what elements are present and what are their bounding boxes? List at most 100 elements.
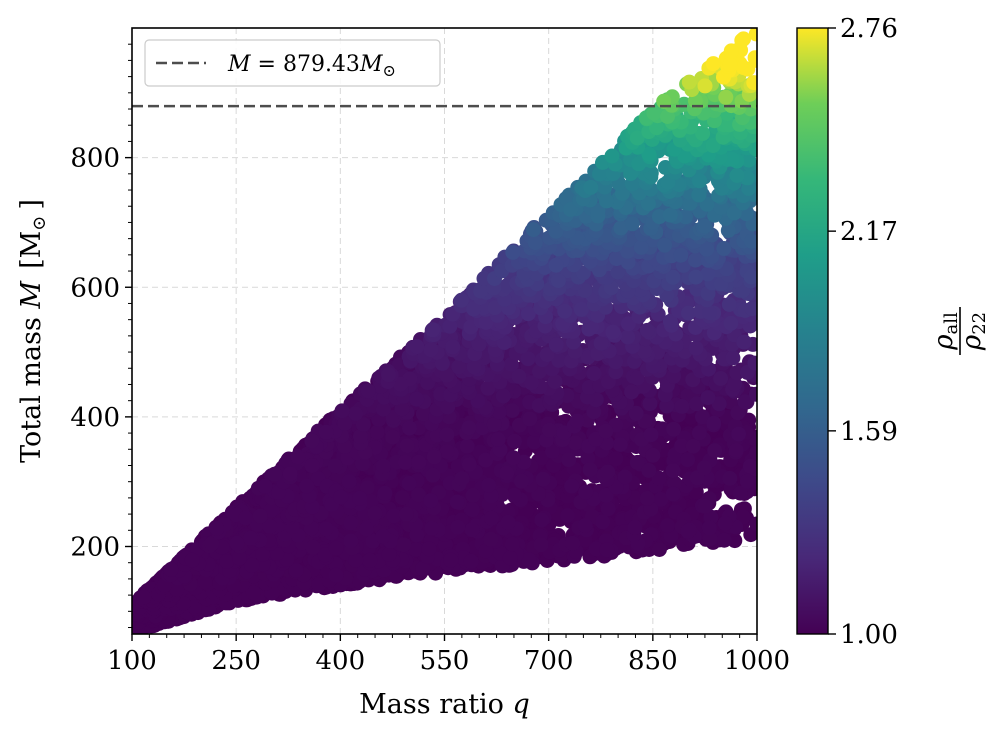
scatter-point xyxy=(578,484,594,500)
scatter-point xyxy=(696,460,712,476)
scatter-point xyxy=(367,505,383,521)
scatter-point xyxy=(484,510,499,526)
scatter-point xyxy=(541,422,557,438)
scatter-point xyxy=(697,498,713,514)
scatter-point xyxy=(333,489,349,505)
scatter-point xyxy=(500,514,516,530)
scatter-point xyxy=(376,458,391,474)
scatter-points xyxy=(132,28,757,634)
scatter-point xyxy=(398,506,414,522)
scatter-point xyxy=(504,403,520,418)
scatter-point xyxy=(612,437,628,452)
scatter-point xyxy=(397,454,413,470)
scatter-point xyxy=(643,427,659,443)
scatter-point xyxy=(267,466,283,482)
scatter-point xyxy=(742,458,757,474)
scatter-point xyxy=(318,424,334,440)
scatter-point xyxy=(507,433,522,449)
scatter-point xyxy=(502,550,518,566)
scatter-point xyxy=(617,469,633,485)
scatter-point xyxy=(425,467,441,483)
scatter-point xyxy=(290,449,306,465)
scatter-point xyxy=(665,463,681,479)
scatter-point xyxy=(680,523,696,539)
scatter-point xyxy=(184,552,200,568)
scatter-point xyxy=(352,490,368,506)
scatter-point xyxy=(461,457,477,472)
scatter-point xyxy=(505,450,521,466)
scatter-point xyxy=(595,514,611,530)
scatter-point xyxy=(421,541,437,557)
scatter-point xyxy=(424,520,440,536)
scatter-point xyxy=(327,458,343,474)
scatter-point xyxy=(483,531,499,547)
scatter-point xyxy=(665,486,681,502)
scatter-point xyxy=(238,510,254,526)
scatter-point xyxy=(565,535,580,551)
scatter-point xyxy=(739,473,755,489)
scatter-point xyxy=(722,470,738,486)
scatter-point xyxy=(680,452,696,468)
scatter-point xyxy=(426,449,442,465)
scatter-point xyxy=(463,553,479,569)
scatter-point xyxy=(318,521,334,537)
scatter-point xyxy=(598,423,614,439)
scatter-point xyxy=(600,464,616,480)
scatter-point xyxy=(464,502,480,518)
scatter-point xyxy=(504,536,520,552)
scatter-point xyxy=(257,478,273,494)
scatter-point xyxy=(443,552,459,568)
scatter-point xyxy=(209,521,225,536)
scatter-point xyxy=(411,454,427,470)
scatter-point xyxy=(577,518,593,533)
scatter-point xyxy=(252,508,268,524)
scatter-point xyxy=(449,494,465,510)
scatter-point xyxy=(362,552,378,568)
scatter-point xyxy=(706,415,722,431)
scatter-point xyxy=(136,589,152,605)
scatter-point xyxy=(394,490,410,506)
scatter-point xyxy=(561,452,577,468)
scatter-point xyxy=(514,473,529,489)
scatter-point xyxy=(701,520,717,536)
scatter-point xyxy=(717,515,733,531)
scatter-point xyxy=(459,438,475,454)
scatter-point xyxy=(707,443,723,459)
scatter-point xyxy=(375,528,391,544)
scatter-point xyxy=(627,519,643,535)
scatter-point xyxy=(522,411,538,427)
scatter-point xyxy=(731,426,747,442)
scatter-point xyxy=(328,567,344,583)
scatter-point xyxy=(304,433,320,449)
scatter-point xyxy=(439,427,455,443)
scatter-point xyxy=(423,493,439,509)
scatter-point xyxy=(299,478,315,494)
scatter-point xyxy=(660,518,675,534)
scatter-point xyxy=(163,561,179,577)
scatter-point xyxy=(535,471,551,487)
scatter-point xyxy=(490,432,506,447)
scatter-point xyxy=(343,533,359,549)
scatter-point xyxy=(341,474,357,489)
scatter-point xyxy=(567,435,583,451)
scatter-point xyxy=(534,512,550,528)
scatter-point xyxy=(727,533,743,549)
scatter-point xyxy=(599,542,615,558)
scatter-point xyxy=(651,542,667,557)
scatter-point xyxy=(439,444,455,459)
scatter-point xyxy=(564,478,580,494)
scatter-point xyxy=(666,421,682,437)
scatter-point xyxy=(399,438,415,454)
scatter-point xyxy=(716,532,732,548)
scatter-point xyxy=(454,471,470,487)
scatter-point xyxy=(582,462,598,478)
scatter-point xyxy=(377,485,393,501)
scatter-point xyxy=(728,442,744,458)
scatter-point xyxy=(481,477,497,493)
scatter-point xyxy=(359,521,375,537)
scatter-point xyxy=(229,535,245,551)
scatter-point xyxy=(369,424,385,440)
scatter-point xyxy=(381,546,397,562)
scatter-point xyxy=(385,429,401,445)
